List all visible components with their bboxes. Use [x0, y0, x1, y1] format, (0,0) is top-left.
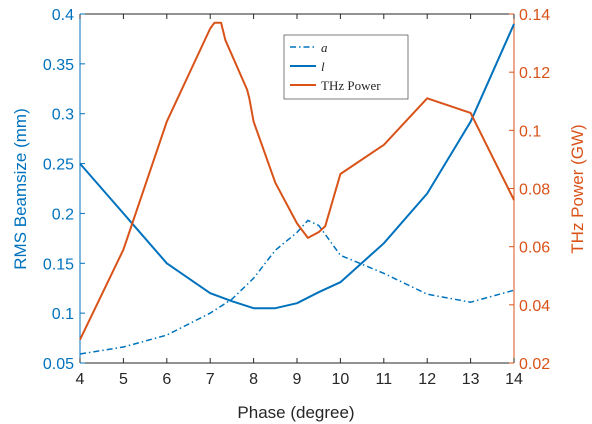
- series-line-1: [79, 219, 515, 355]
- right-y-tick-label: 0.1: [519, 123, 541, 140]
- legend-label-1: a: [321, 40, 328, 55]
- left-y-tick-label: 0.3: [52, 107, 74, 124]
- left-y-tick-label: 0.1: [52, 306, 74, 323]
- left-y-tick-label: 0.35: [43, 57, 74, 74]
- series-line-3: [79, 21, 515, 341]
- right-y-tick-label: 0.02: [519, 356, 550, 373]
- left-y-tick-label: 0.4: [52, 7, 74, 24]
- right-y-axis-ticks: 0.02 0.04 0.06 0.08 0.1 0.12 0.14: [509, 7, 550, 373]
- left-y-tick-label: 0.25: [43, 157, 74, 174]
- right-y-axis-label: THz Power (GW): [568, 124, 587, 253]
- right-y-tick-label: 0.04: [519, 298, 550, 315]
- legend-label-3: THz Power: [321, 78, 381, 93]
- right-y-tick-label: 0.12: [519, 65, 550, 82]
- x-tick-label: 13: [462, 371, 480, 388]
- right-y-tick-label: 0.08: [519, 182, 550, 199]
- x-tick-label: 6: [162, 371, 171, 388]
- x-tick-label: 4: [76, 371, 85, 388]
- x-tick-label: 7: [206, 371, 215, 388]
- left-y-tick-label: 0.05: [43, 356, 74, 373]
- legend: al THz Power: [283, 34, 409, 100]
- x-axis-label: Phase (degree): [237, 403, 354, 422]
- left-y-axis-label: RMS Beamsize (mm): [11, 108, 30, 270]
- right-y-tick-label: 0.06: [519, 240, 550, 257]
- left-y-tick-label: 0.2: [52, 206, 74, 223]
- left-y-axis-ticks: 0.05 0.1 0.15 0.2 0.25 0.3 0.35 0.4: [43, 7, 85, 373]
- series-line-2: [79, 23, 515, 310]
- x-tick-label: 5: [119, 371, 128, 388]
- left-y-tick-label: 0.15: [43, 256, 74, 273]
- x-tick-label: 8: [249, 371, 258, 388]
- x-axis-ticks: 4 5 6 7 8 9 10 11 12 13 14: [76, 14, 523, 388]
- x-tick-label: 14: [505, 371, 523, 388]
- x-tick-label: 11: [375, 371, 392, 388]
- x-tick-label: 12: [418, 371, 436, 388]
- series-layer: [79, 21, 515, 355]
- legend-label-2: l: [321, 59, 325, 74]
- x-tick-label: 10: [332, 371, 350, 388]
- right-y-tick-label: 0.14: [519, 7, 550, 24]
- x-tick-label: 9: [293, 371, 302, 388]
